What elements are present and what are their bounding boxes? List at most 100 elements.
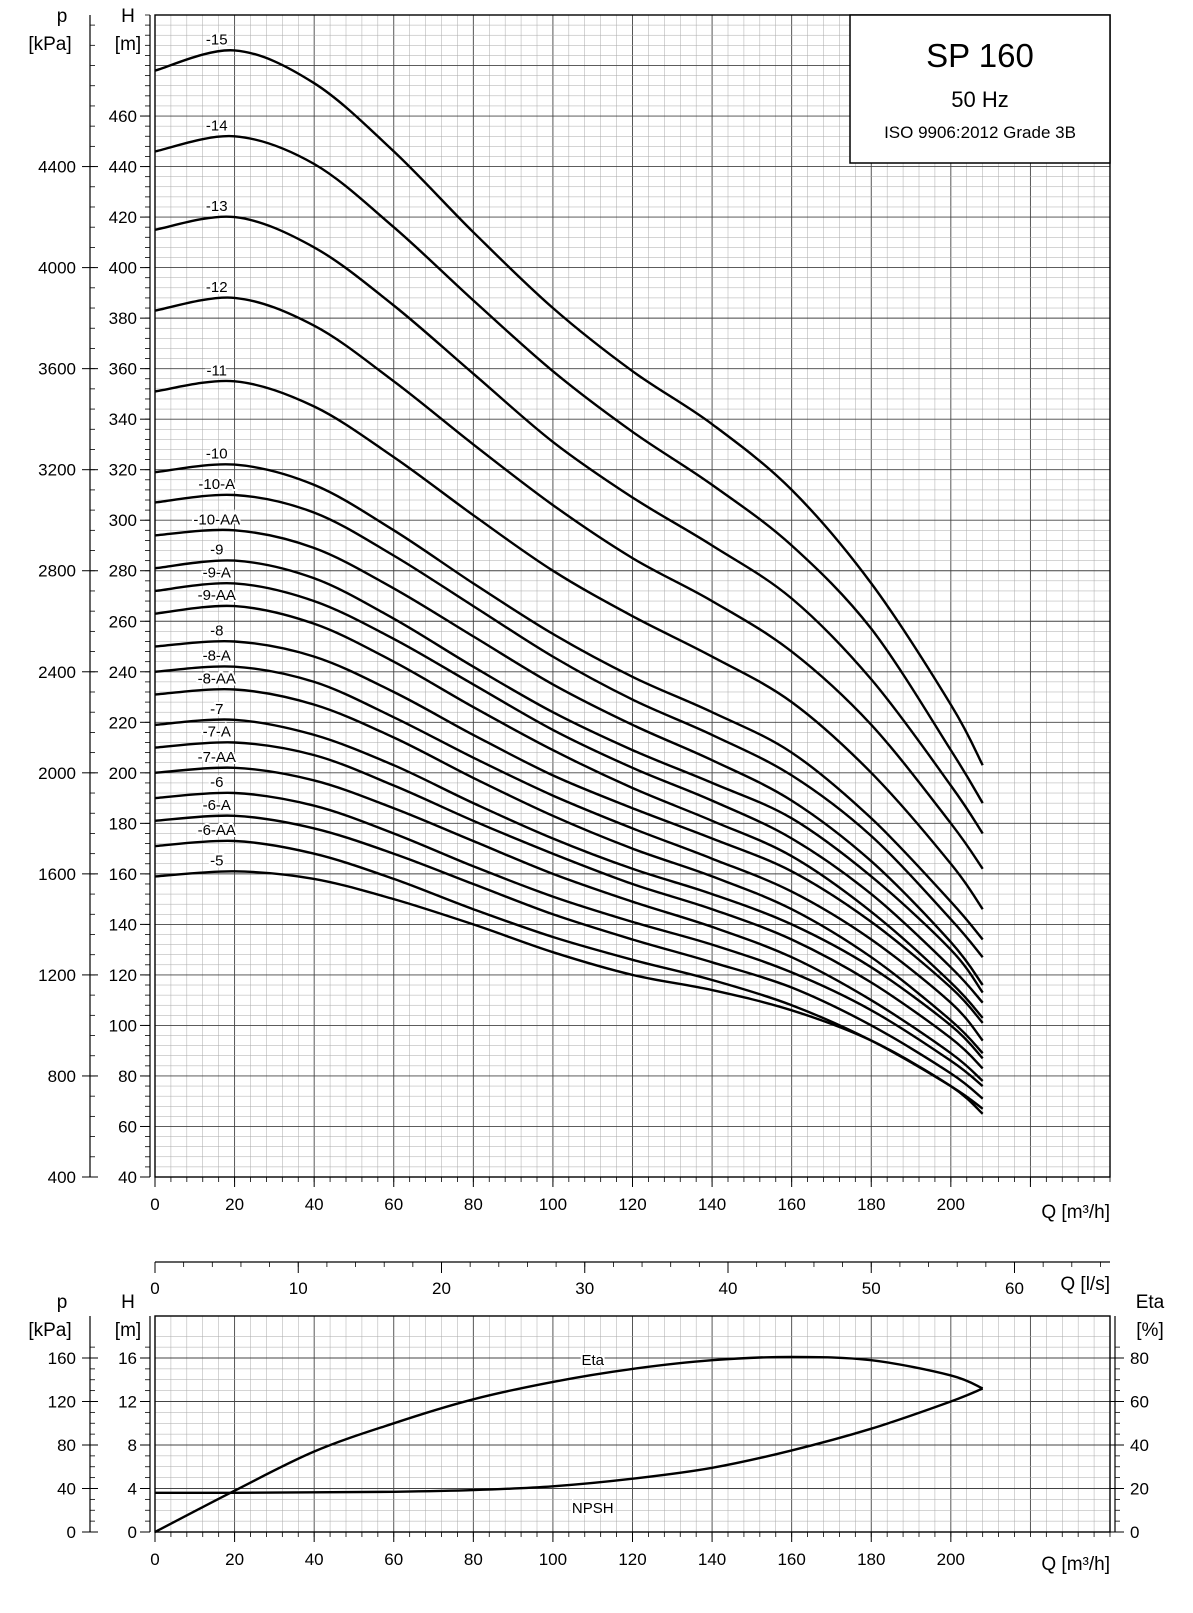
q-tick-label: 40: [305, 1550, 324, 1569]
eta-tick-label: 60: [1130, 1393, 1149, 1412]
h-tick-label: 12: [118, 1393, 137, 1412]
curve-label: -15: [206, 31, 228, 48]
h-tick-label: 360: [109, 360, 137, 379]
h-tick-label: 220: [109, 713, 137, 732]
h-tick-label: 460: [109, 107, 137, 126]
h-tick-label: 240: [109, 663, 137, 682]
curve-label: -8-A: [203, 648, 231, 665]
p-tick-label: 120: [48, 1393, 76, 1412]
head-curve: [154, 870, 984, 1115]
q-tick-label: 120: [618, 1550, 646, 1569]
h-axis-unit: [m]: [115, 34, 141, 55]
head-curve: [154, 215, 984, 835]
head-curve: [154, 814, 984, 1100]
h-tick-label: 180: [109, 814, 137, 833]
q-m3h-axis-title: Q [m³/h]: [1041, 1202, 1110, 1223]
curve-label: -7-A: [203, 724, 231, 741]
eta-tick-label: 40: [1130, 1436, 1149, 1455]
q-tick-label: 200: [937, 1550, 965, 1569]
q-ls-tick-label: 20: [432, 1279, 451, 1298]
q-tick-label: 180: [857, 1195, 885, 1214]
head-curve: [154, 379, 984, 910]
p-tick-label: 3200: [38, 461, 76, 480]
standard-label: ISO 9906:2012 Grade 3B: [884, 123, 1076, 142]
q-tick-label: 0: [150, 1195, 159, 1214]
eta-curve: [154, 1355, 984, 1534]
bottom-p-axis-title: p: [57, 1292, 68, 1313]
q-ls-axis-title: Q [l/s]: [1060, 1274, 1110, 1295]
curve-label: -7-AA: [198, 749, 236, 766]
head-curve: [154, 665, 984, 1042]
eta-axis-unit: [%]: [1136, 1320, 1163, 1341]
p-axis-title: p: [57, 6, 68, 27]
p-tick-label: 800: [48, 1067, 76, 1086]
p-tick-label: 1600: [38, 865, 76, 884]
curve-label: -10-A: [198, 476, 235, 493]
curve-label: -9: [210, 542, 223, 559]
eta-axis-title: Eta: [1136, 1292, 1165, 1313]
h-tick-label: 340: [109, 410, 137, 429]
curve-label: -6-AA: [198, 822, 236, 839]
head-curve: [154, 639, 984, 1024]
head-curve: [154, 134, 984, 804]
q-ls-tick-label: 40: [719, 1279, 738, 1298]
q-tick-label: 120: [618, 1195, 646, 1214]
head-curve: [154, 49, 984, 766]
p-tick-label: 1200: [38, 966, 76, 985]
h-tick-label: 0: [128, 1523, 137, 1542]
eta-curve-label: Eta: [581, 1352, 604, 1369]
curve-label: -9-AA: [198, 587, 236, 604]
head-curve: [154, 766, 984, 1082]
head-curve: [154, 718, 984, 1060]
q-ls-tick-label: 10: [289, 1279, 308, 1298]
curve-label: -6-A: [203, 797, 231, 814]
q-tick-label: 60: [384, 1550, 403, 1569]
p-tick-label: 4400: [38, 158, 76, 177]
h-tick-label: 160: [109, 865, 137, 884]
h-tick-label: 280: [109, 562, 137, 581]
eta-tick-label: 80: [1130, 1349, 1149, 1368]
p-tick-label: 2400: [38, 663, 76, 682]
q-tick-label: 140: [698, 1195, 726, 1214]
head-curve: [154, 687, 984, 1055]
frequency-label: 50 Hz: [951, 87, 1008, 112]
curve-label: -6: [210, 774, 223, 791]
h-tick-label: 420: [109, 208, 137, 227]
q-tick-label: 60: [384, 1195, 403, 1214]
npsh-eta-curves: Eta NPSH: [154, 1350, 984, 1534]
q-tick-label: 80: [464, 1550, 483, 1569]
curve-label: -5: [210, 852, 223, 869]
q-ls-axis: 0 10 20 30 40 50 60: [150, 1261, 1110, 1298]
h-tick-label: 60: [118, 1117, 137, 1136]
p-tick-label: 2800: [38, 562, 76, 581]
head-curve: [154, 741, 984, 1070]
p-tick-label: 160: [48, 1349, 76, 1368]
npsh-curve: [154, 1387, 984, 1495]
curve-label: -8: [210, 622, 223, 639]
h-tick-label: 300: [109, 511, 137, 530]
h-tick-label: 16: [118, 1349, 137, 1368]
bottom-p-axis-unit: [kPa]: [28, 1320, 71, 1341]
h-tick-label: 40: [118, 1168, 137, 1187]
h-axis-title: H: [121, 6, 135, 27]
h-tick-label: 400: [109, 259, 137, 278]
p-tick-label: 4000: [38, 259, 76, 278]
curve-label: -10: [206, 446, 228, 463]
q-tick-label: 140: [698, 1550, 726, 1569]
curve-label: -8-AA: [198, 670, 236, 687]
q-tick-label: 160: [777, 1550, 805, 1569]
p-tick-label: 80: [57, 1436, 76, 1455]
q-ls-tick-label: 60: [1005, 1279, 1024, 1298]
h-tick-label: 380: [109, 309, 137, 328]
h-tick-label: 140: [109, 915, 137, 934]
p-tick-label: 0: [67, 1523, 76, 1542]
title-box: SP 160 50 Hz ISO 9906:2012 Grade 3B: [849, 14, 1111, 164]
q-tick-label: 40: [305, 1195, 324, 1214]
bottom-h-axis-title: H: [121, 1292, 135, 1313]
bottom-axis-titles: p [kPa] H [m] Eta [%] Q [m³/h]: [28, 1292, 1164, 1575]
head-curve: [154, 604, 984, 1019]
q-tick-label: 200: [937, 1195, 965, 1214]
q-tick-label: 180: [857, 1550, 885, 1569]
curve-label: -7: [210, 701, 223, 718]
